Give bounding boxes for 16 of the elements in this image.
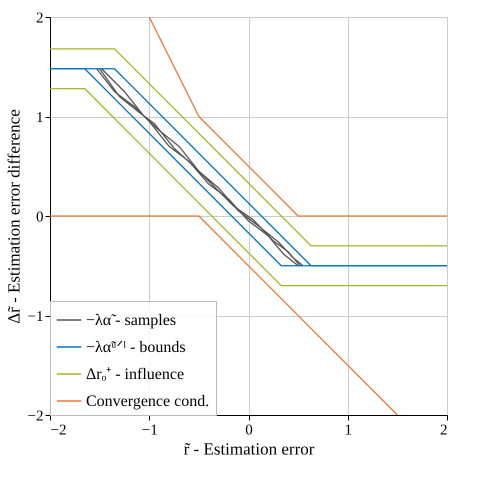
- x-tick-label: −1: [142, 422, 158, 438]
- x-tick-label: −2: [50, 422, 66, 438]
- legend-label: Convergence cond.: [86, 393, 210, 410]
- y-tick-label: 1: [36, 110, 44, 126]
- legend-label: −λα̃ - samples: [86, 312, 176, 329]
- y-tick-label: −1: [28, 309, 44, 325]
- x-axis-title: r̃ - Estimation error: [184, 440, 315, 458]
- x-tick-label: 1: [344, 422, 352, 438]
- legend-label: −λα̃ᵘᐟˡ - bounds: [86, 339, 186, 356]
- y-tick-label: −2: [28, 408, 44, 424]
- legend-label: Δrₒ⁺ - influence: [86, 366, 184, 383]
- y-tick-label: 0: [36, 210, 44, 226]
- y-tick-label: 2: [36, 10, 44, 26]
- x-tick-label: 0: [245, 422, 253, 438]
- y-axis-title: Δr̃ - Estimation error difference: [4, 109, 24, 324]
- x-tick-label: 2: [440, 422, 448, 438]
